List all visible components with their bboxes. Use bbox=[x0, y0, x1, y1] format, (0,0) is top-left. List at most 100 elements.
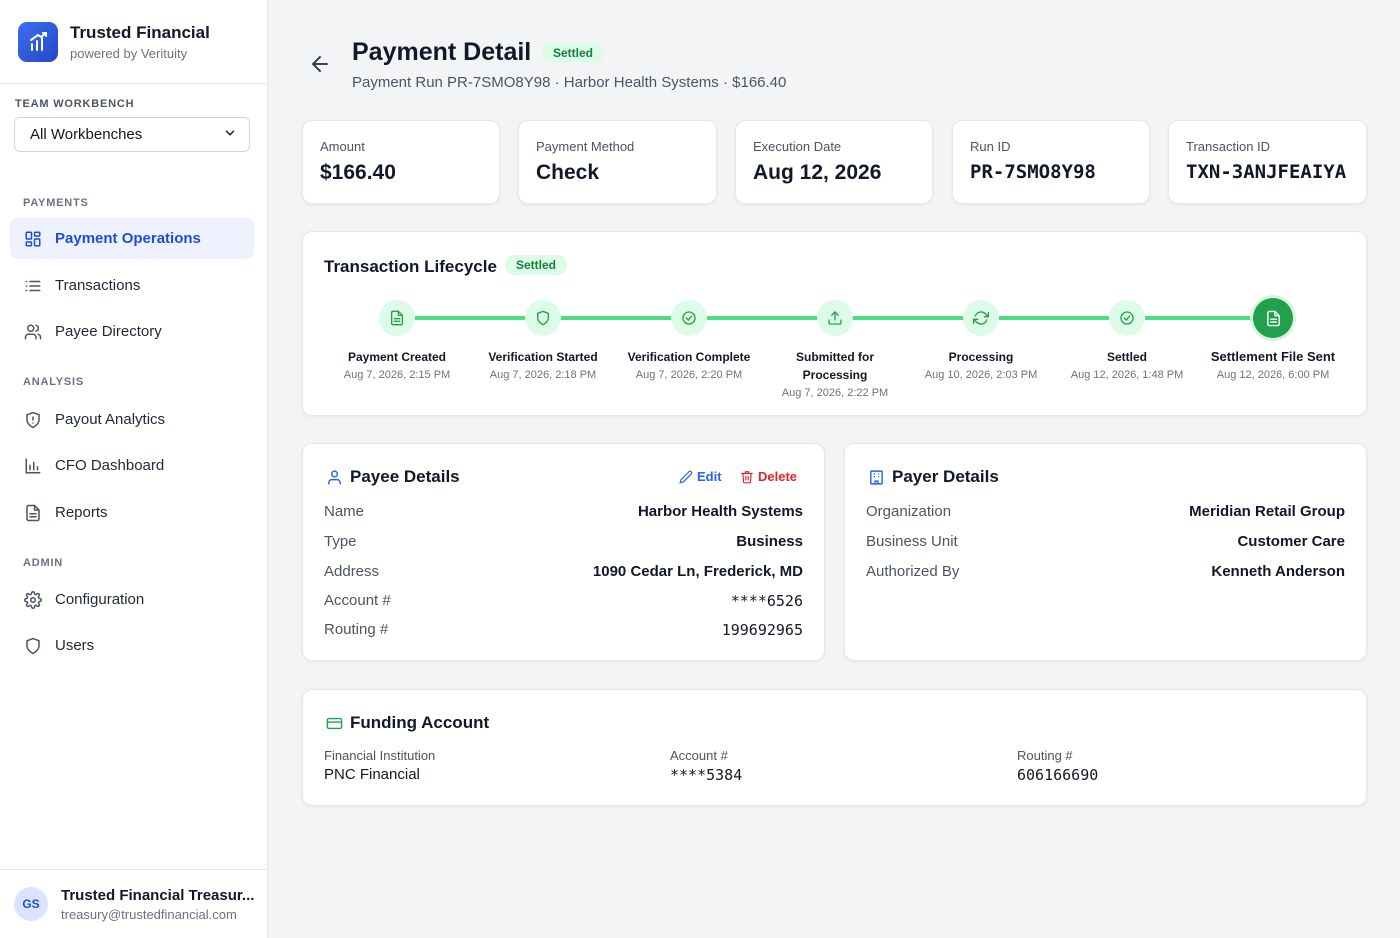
stat-label: Run ID bbox=[970, 139, 1011, 154]
funding-account-header: Funding Account bbox=[324, 713, 489, 733]
step-name: Settlement File Sent bbox=[1210, 349, 1336, 364]
brand-tagline: powered by Verituity bbox=[70, 45, 188, 61]
row-key: Authorized By bbox=[866, 563, 960, 580]
sidebar-item-transactions[interactable]: Transactions bbox=[10, 265, 254, 306]
sidebar-item-users[interactable]: Users bbox=[10, 625, 254, 666]
funding-account-number: Account # ****5384 bbox=[670, 748, 742, 784]
step-date: Aug 7, 2026, 2:20 PM bbox=[635, 369, 743, 381]
step-date: Aug 7, 2026, 2:22 PM bbox=[781, 387, 889, 399]
stat-value: TXN-3ANJFEAIYA bbox=[1186, 161, 1347, 183]
step-name: Verification Started bbox=[488, 350, 598, 364]
transaction-lifecycle-card: Transaction Lifecycle Settled Payment Cr… bbox=[302, 231, 1367, 416]
check-circle-icon bbox=[1109, 300, 1145, 336]
stat-card-transaction-id: Transaction ID TXN-3ANJFEAIYA bbox=[1168, 120, 1367, 204]
lifecycle-connector bbox=[1145, 316, 1253, 320]
lifecycle-status-badge: Settled bbox=[505, 255, 568, 275]
step-name: Verification Complete bbox=[627, 350, 751, 364]
delete-button[interactable]: Delete bbox=[740, 469, 797, 484]
step-date: Aug 10, 2026, 2:03 PM bbox=[924, 369, 1038, 381]
refresh-icon bbox=[963, 300, 999, 336]
shield-alert-icon bbox=[23, 410, 43, 430]
grid-icon bbox=[23, 229, 43, 249]
users-icon bbox=[23, 322, 43, 342]
lifecycle-step: Settled Aug 12, 2026, 1:48 PM bbox=[1052, 300, 1202, 384]
list-icon bbox=[23, 276, 43, 296]
stat-value: PR-7SMO8Y98 bbox=[970, 161, 1096, 183]
stat-value: Check bbox=[536, 161, 600, 184]
stat-value: Aug 12, 2026 bbox=[753, 161, 882, 184]
row-value: 1090 Cedar Ln, Frederick, MD bbox=[592, 563, 803, 580]
section-title: Payee Details bbox=[350, 467, 460, 486]
payee-details-header: Payee Details bbox=[324, 467, 460, 487]
payer-row-authorized-by: Authorized By Kenneth Anderson bbox=[866, 563, 1345, 583]
row-value: Kenneth Anderson bbox=[1211, 563, 1345, 580]
stat-card-run-id: Run ID PR-7SMO8Y98 bbox=[952, 120, 1150, 204]
field-value: PNC Financial bbox=[324, 766, 420, 783]
edit-button[interactable]: Edit bbox=[679, 469, 722, 484]
step-date: Aug 7, 2026, 2:15 PM bbox=[343, 369, 451, 381]
lifecycle-connector bbox=[561, 316, 671, 320]
pencil-icon bbox=[679, 470, 693, 484]
sidebar-item-payout-analytics[interactable]: Payout Analytics bbox=[10, 399, 254, 440]
stat-label: Payment Method bbox=[536, 139, 635, 154]
field-label: Financial Institution bbox=[324, 748, 436, 763]
user-icon bbox=[324, 467, 344, 487]
delete-label: Delete bbox=[758, 469, 798, 484]
sidebar-item-label: Payout Analytics bbox=[55, 411, 166, 428]
brand-name: Trusted Financial bbox=[70, 22, 210, 42]
sidebar-item-reports[interactable]: Reports bbox=[10, 492, 254, 533]
workbench-select[interactable]: All Workbenches bbox=[14, 117, 250, 152]
brand[interactable]: Trusted Financial powered by Verituity bbox=[0, 0, 267, 84]
payee-row-address: Address 1090 Cedar Ln, Frederick, MD bbox=[324, 563, 803, 583]
user-name: Trusted Financial Treasur... bbox=[61, 886, 255, 904]
page-subtitle: Payment Run PR-7SMO8Y98 · Harbor Health … bbox=[352, 74, 787, 91]
lifecycle-title: Transaction Lifecycle bbox=[324, 257, 497, 276]
section-admin: ADMIN bbox=[23, 557, 64, 569]
sidebar-item-configuration[interactable]: Configuration bbox=[10, 579, 254, 620]
shield-icon bbox=[23, 636, 43, 656]
sidebar-item-payee-directory[interactable]: Payee Directory bbox=[10, 311, 254, 352]
payee-row-type: Type Business bbox=[324, 533, 803, 553]
lifecycle-step: Payment Created Aug 7, 2026, 2:15 PM bbox=[322, 300, 472, 384]
check-circle-icon bbox=[671, 300, 707, 336]
user-email: treasury@trustedfinancial.com bbox=[61, 906, 237, 922]
field-value: ****5384 bbox=[670, 766, 743, 784]
lifecycle-connector bbox=[707, 316, 817, 320]
lifecycle-step: Submitted for Processing Aug 7, 2026, 2:… bbox=[760, 300, 910, 402]
funding-routing-number: Routing # 606166690 bbox=[1017, 748, 1098, 784]
row-value: Meridian Retail Group bbox=[1189, 503, 1345, 520]
sidebar-item-label: Reports bbox=[55, 504, 108, 521]
field-label: Account # bbox=[670, 748, 728, 763]
row-value: ****6526 bbox=[730, 592, 803, 610]
page-title: Payment Detail bbox=[352, 38, 532, 66]
stat-label: Execution Date bbox=[753, 139, 842, 154]
bar-chart-icon bbox=[23, 456, 43, 476]
row-key: Address bbox=[324, 563, 380, 580]
field-value: 606166690 bbox=[1017, 766, 1099, 784]
payee-details-card: Payee Details Edit Delete Name Harbor He… bbox=[302, 443, 825, 661]
back-arrow-icon[interactable] bbox=[308, 52, 332, 76]
shield-icon bbox=[525, 300, 561, 336]
user-profile[interactable]: GS Trusted Financial Treasur... treasury… bbox=[0, 869, 268, 938]
funding-account-card: Funding Account Financial Institution PN… bbox=[302, 689, 1367, 806]
workbench-selected: All Workbenches bbox=[30, 126, 143, 143]
row-key: Type bbox=[324, 533, 357, 550]
stat-card-execution-date: Execution Date Aug 12, 2026 bbox=[735, 120, 933, 204]
row-key: Business Unit bbox=[866, 533, 958, 550]
sidebar-item-cfo-dashboard[interactable]: CFO Dashboard bbox=[10, 445, 254, 486]
funding-institution: Financial Institution PNC Financial bbox=[324, 748, 435, 783]
stat-value: $166.40 bbox=[320, 161, 396, 184]
lifecycle-step-current: Settlement File Sent Aug 12, 2026, 6:00 … bbox=[1198, 298, 1348, 384]
sidebar-item-payment-operations[interactable]: Payment Operations bbox=[10, 218, 254, 259]
lifecycle-connector bbox=[999, 316, 1109, 320]
row-key: Account # bbox=[324, 592, 391, 609]
lifecycle-step: Verification Complete Aug 7, 2026, 2:20 … bbox=[614, 300, 764, 384]
section-title: Payer Details bbox=[892, 467, 999, 486]
payee-row-routing: Routing # 199692965 bbox=[324, 621, 803, 641]
step-date: Aug 12, 2026, 6:00 PM bbox=[1216, 369, 1330, 381]
payee-row-name: Name Harbor Health Systems bbox=[324, 503, 803, 523]
stat-label: Transaction ID bbox=[1186, 139, 1271, 154]
lifecycle-connector bbox=[853, 316, 963, 320]
building-icon bbox=[866, 467, 886, 487]
section-payments: PAYMENTS bbox=[23, 197, 89, 209]
